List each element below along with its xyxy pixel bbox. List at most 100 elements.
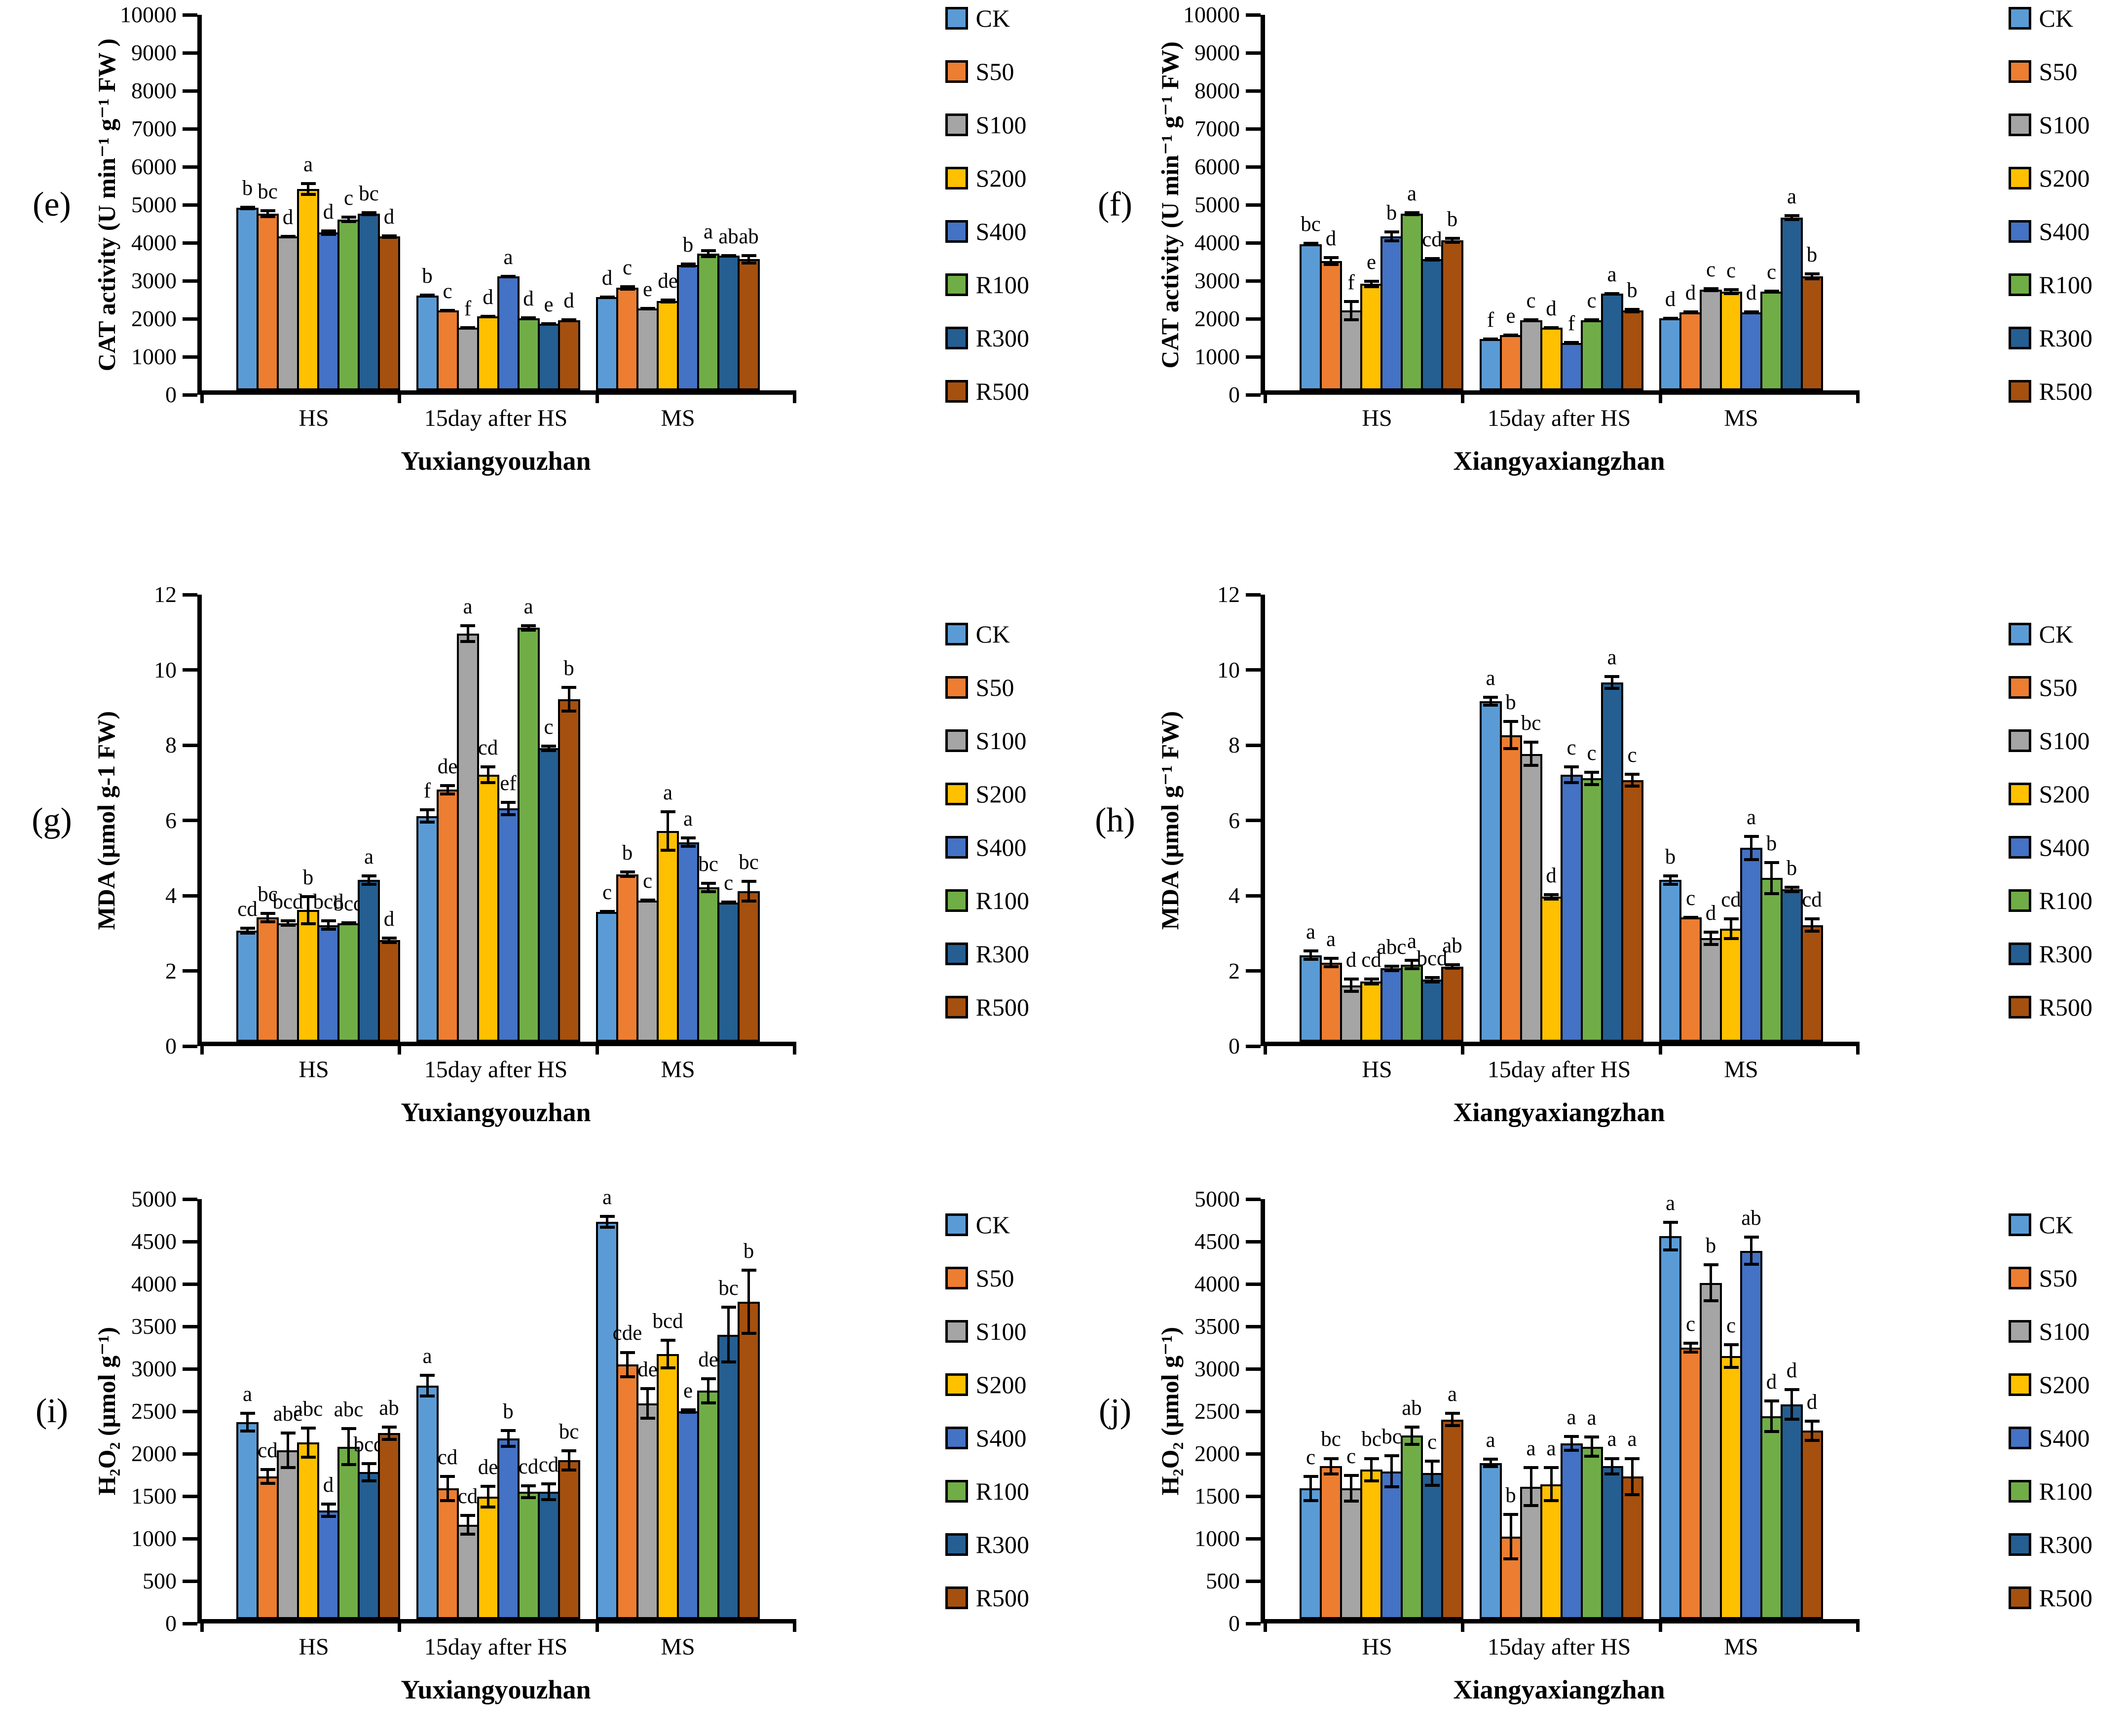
bar-slot-S400: ef [497, 590, 520, 1042]
legend-label: S400 [975, 833, 1027, 861]
bar-S400 [1740, 848, 1762, 1042]
y-tick-mark [1246, 1494, 1261, 1498]
error-bar-stem [1411, 1425, 1413, 1446]
y-tick-mark [1246, 279, 1261, 283]
bar-R100 [697, 1391, 719, 1619]
y-tick-label: 4 [165, 883, 177, 908]
error-bar [321, 229, 336, 236]
y-axis-title: H₂O₂ (μmol g⁻¹) [89, 1199, 123, 1623]
bar-CK [596, 1222, 618, 1619]
error-bar-cap-bottom [1323, 965, 1339, 969]
bar-cluster-MS: b c d cd a b b cd [1659, 590, 1823, 1042]
chart-column: cd bc bcd b bcd bcd a d f de a cd ef a c b c b c a a bc c bc HS 1… [197, 595, 796, 1128]
y-tick-label: 2500 [131, 1398, 177, 1424]
bar-slot-S50: de [436, 590, 459, 1042]
error-bar [721, 1306, 736, 1364]
sig-letter: a [1407, 930, 1417, 953]
bar-R100 [1401, 1435, 1423, 1619]
error-bar-cap-top [680, 263, 696, 266]
x-tick-mark [595, 1042, 599, 1055]
error-bar-stem [327, 229, 330, 236]
sig-letter: a [602, 1186, 612, 1209]
error-bar-cap-bottom [381, 941, 397, 944]
error-bar [1483, 1458, 1498, 1468]
y-axis-title-text: CAT activity (U min⁻¹ g⁻¹ FW ) [92, 38, 120, 372]
bar-slot-S100: c [1700, 10, 1722, 390]
error-bar-cap-top [741, 1268, 756, 1272]
error-bar-stem [266, 1468, 269, 1485]
y-tick-label: 1500 [131, 1483, 177, 1509]
x-tick-mark [1461, 390, 1465, 403]
sig-letter: c [1726, 259, 1736, 282]
y-tick-mark [1246, 51, 1261, 55]
sig-letter: a [503, 245, 513, 269]
bar-slot-R300: c [537, 590, 560, 1042]
legend-swatch-S400 [2008, 1427, 2031, 1449]
bar-slot-R500: a [1441, 1195, 1463, 1619]
sig-letter: b [1505, 1484, 1516, 1507]
error-bar [280, 235, 296, 238]
error-bar-cap-bottom [440, 309, 455, 312]
error-bar-cap-bottom [741, 262, 756, 265]
y-axis: 0 1000 2000 3000 4000 5000 6000 7000 8000 9000 100… [120, 3, 197, 406]
bar-slot-S50: b [1499, 590, 1522, 1042]
sig-letter: a [1665, 1192, 1676, 1215]
error-bar-cap-bottom [1503, 1557, 1518, 1561]
legend-swatch-S400 [945, 1427, 968, 1449]
error-bar-cap-top [1784, 885, 1799, 889]
legend-item-R300: R300 [945, 324, 1029, 352]
y-tick-mark [183, 894, 197, 898]
bar-CK [416, 295, 439, 390]
y-tick-mark [183, 1579, 197, 1583]
error-bar-stem [1790, 885, 1793, 893]
error-bar-cap-bottom [561, 318, 576, 322]
error-bar-cap-top [1604, 1457, 1619, 1460]
error-bar-cap-top [1584, 771, 1599, 774]
bar-slot-CK: a [416, 1195, 439, 1619]
y-axis: 0 500 1000 1500 2000 2500 3000 3500 4000 4500 5000 [1187, 1188, 1261, 1635]
error-bar-cap-bottom [1343, 318, 1359, 321]
bar-slot-R500: bc [558, 1195, 580, 1619]
error-bar-cap-bottom [1404, 1443, 1419, 1446]
error-bar-cap-bottom [501, 1444, 516, 1448]
y-axis-title-text: H₂O₂ (μmol g⁻¹) [92, 1327, 120, 1496]
legend-swatch-S200 [2008, 1373, 2031, 1396]
legend-swatch-R100 [2008, 1480, 2031, 1503]
bar-S100 [1520, 754, 1542, 1042]
bar-slot-S400: b [677, 10, 699, 390]
y-tick-mark [1246, 819, 1261, 822]
bar-R500 [1801, 1431, 1823, 1619]
error-bar [1804, 272, 1820, 281]
legend-label: S200 [2039, 164, 2090, 192]
error-bar-cap-top [280, 1431, 296, 1434]
error-bar-cap-top [561, 1449, 576, 1453]
y-tick-mark [1246, 1240, 1261, 1244]
x-category-label: HS [1362, 1634, 1392, 1660]
y-tick-mark [1246, 1282, 1261, 1286]
legend-item-S400: S400 [945, 1424, 1029, 1452]
bar-slot-R100: a [517, 590, 540, 1042]
bar-R500 [738, 891, 760, 1042]
bar-R300 [1421, 980, 1443, 1042]
legend-swatch-R500 [945, 995, 968, 1019]
bar-S100 [636, 1403, 659, 1619]
y-tick-label: 500 [143, 1568, 177, 1593]
bar-slot-R300: cd [537, 1195, 560, 1619]
sig-letter: cd [258, 1438, 278, 1462]
error-bar-cap-top [260, 209, 275, 212]
error-bar-cap-bottom [361, 1479, 376, 1483]
bar-S200 [1360, 284, 1382, 390]
error-bar-cap-bottom [1503, 334, 1518, 337]
error-bar-cap-bottom [1343, 1500, 1359, 1503]
error-bar-cap-top [341, 1427, 356, 1431]
error-bar-cap-bottom [1723, 292, 1739, 295]
bar-S200 [297, 910, 319, 1042]
bar-cluster-HS: c bc c bc bc ab c a [1300, 1195, 1463, 1619]
error-bar-cap-top [321, 229, 336, 232]
legend-label: S100 [2039, 1318, 2090, 1345]
bar-slot-R300: bc [717, 1195, 740, 1619]
legend-item-S200: S200 [2008, 1370, 2092, 1399]
legend-label: S50 [2039, 58, 2078, 85]
x-category-label: 15day after HS [1487, 1634, 1631, 1660]
x-tick-mark [1461, 1619, 1465, 1632]
